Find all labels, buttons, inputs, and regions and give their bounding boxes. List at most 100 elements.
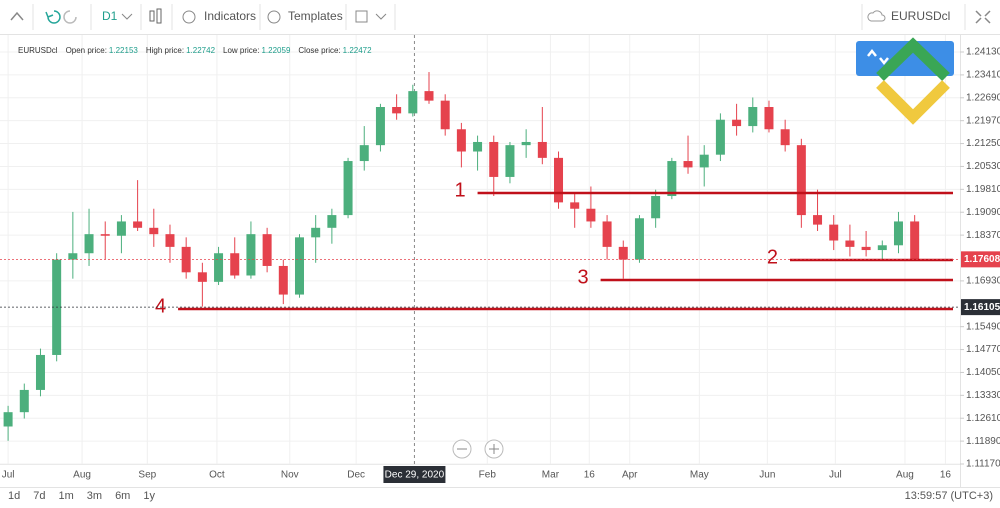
dropdown[interactable] xyxy=(121,13,133,20)
zoom-in-icon xyxy=(489,444,499,454)
timeframe[interactable]: D1 xyxy=(102,9,118,23)
y-tick-label: 1.21970 xyxy=(966,115,1000,126)
x-tick-label: Sep xyxy=(138,470,156,481)
y-tick-label: 1.23410 xyxy=(966,70,1000,81)
candle-body xyxy=(392,107,402,114)
candle-body xyxy=(877,245,887,251)
dropdown[interactable] xyxy=(375,13,387,20)
candle-body xyxy=(651,196,661,219)
candle-body xyxy=(149,227,159,235)
candle-body xyxy=(278,265,288,295)
y-tick-label: 1.21250 xyxy=(966,138,1000,149)
candle-body xyxy=(197,272,207,282)
candle-body xyxy=(634,218,644,260)
candle-body xyxy=(181,246,191,273)
crosshair-label: Dec 29, 2020 xyxy=(385,470,445,481)
x-tick-label: Aug xyxy=(73,470,91,481)
y-tick-label: 1.14050 xyxy=(966,367,1000,378)
calendar-button[interactable] xyxy=(355,10,368,23)
symbol-selector[interactable]: EURUSDcl xyxy=(891,9,950,23)
range-button[interactable]: 6m xyxy=(115,490,130,502)
collapse-button[interactable] xyxy=(10,11,24,21)
candle-body xyxy=(100,234,110,236)
candle-body xyxy=(715,119,725,155)
toolbar xyxy=(0,0,1000,34)
plot: 1 2 3 4 1.17608 1.16105 xyxy=(0,72,1000,441)
x-tick-label: Apr xyxy=(622,470,638,481)
candle-body xyxy=(343,161,353,216)
range-button[interactable]: 1d xyxy=(8,490,20,502)
x-tick-label: Jul xyxy=(829,470,842,481)
range-button[interactable]: 1m xyxy=(59,490,74,502)
info-value: 1.22059 xyxy=(261,46,290,55)
x-tick-label: Aug xyxy=(896,470,914,481)
x-tick-label: Feb xyxy=(479,470,497,481)
candle-body xyxy=(893,221,903,246)
candle-body xyxy=(165,234,175,247)
x-tick-label: Jul xyxy=(2,470,15,481)
candle-body xyxy=(116,221,126,236)
clock: 13:59:57 (UTC+3) xyxy=(905,490,993,502)
candle-body xyxy=(683,161,693,168)
candle-body xyxy=(813,215,823,225)
footer: 1d 7d 1m 3m 6m 1y xyxy=(8,490,155,502)
level-label: 4 xyxy=(155,295,166,317)
candle-body xyxy=(521,141,531,146)
y-tick-label: 1.11890 xyxy=(966,436,1000,447)
info-label: High price: xyxy=(146,46,184,55)
info-label: Close price: xyxy=(298,46,340,55)
redo-button[interactable] xyxy=(63,10,77,24)
candle-body xyxy=(440,100,450,130)
range-button[interactable]: 1y xyxy=(143,490,155,502)
chart-type-icon xyxy=(156,8,162,24)
candle-body xyxy=(311,227,321,238)
level-label: 3 xyxy=(577,266,588,288)
candle-body xyxy=(19,389,29,413)
candle-body xyxy=(861,246,871,251)
candle-body xyxy=(375,107,385,146)
candle-body xyxy=(829,224,839,241)
templates-button[interactable]: Templates xyxy=(288,9,343,23)
candle-body xyxy=(554,157,564,203)
candle-body xyxy=(230,253,240,276)
candle-body xyxy=(262,234,272,266)
info-value: 1.22472 xyxy=(343,46,372,55)
candle-body xyxy=(408,91,418,114)
x-tick-label: 16 xyxy=(584,470,596,481)
x-tick-label: May xyxy=(690,470,709,481)
chart-type-button[interactable] xyxy=(149,10,155,22)
candle-body xyxy=(327,215,337,228)
x-tick-label: Oct xyxy=(209,470,225,481)
candle-body xyxy=(602,221,612,247)
x-tick-label: Jun xyxy=(759,470,775,481)
indicators-button[interactable]: Indicators xyxy=(204,9,256,23)
candle-body xyxy=(537,141,547,158)
fullscreen-button[interactable] xyxy=(975,10,991,24)
info-value: 1.22153 xyxy=(109,46,138,55)
y-tick-label: 1.22690 xyxy=(966,92,1000,103)
logo-chevron xyxy=(876,37,950,81)
y-tick-label: 1.14770 xyxy=(966,344,1000,355)
x-tick-label: Mar xyxy=(542,470,560,481)
candle-body xyxy=(84,234,94,254)
y-tick-label: 1.18370 xyxy=(966,230,1000,241)
price-tag-label: 1.16105 xyxy=(964,302,1000,313)
y-tick-label: 1.15490 xyxy=(966,321,1000,332)
candle-body xyxy=(456,129,466,152)
y-tick-label: 1.19810 xyxy=(966,184,1000,195)
undo-button[interactable] xyxy=(45,10,61,24)
candle-body xyxy=(910,221,920,260)
candle-body xyxy=(618,246,628,260)
candle-body xyxy=(796,145,806,216)
candle-body xyxy=(505,145,515,177)
info-value: 1.22742 xyxy=(186,46,215,55)
candle-body xyxy=(3,412,13,427)
logo-chevron xyxy=(876,80,950,125)
range-button[interactable]: 7d xyxy=(33,490,45,502)
candle-body xyxy=(780,129,790,146)
candle-body xyxy=(246,234,256,276)
candle-body xyxy=(359,145,369,162)
candle-body xyxy=(667,161,677,197)
range-button[interactable]: 3m xyxy=(87,490,102,502)
